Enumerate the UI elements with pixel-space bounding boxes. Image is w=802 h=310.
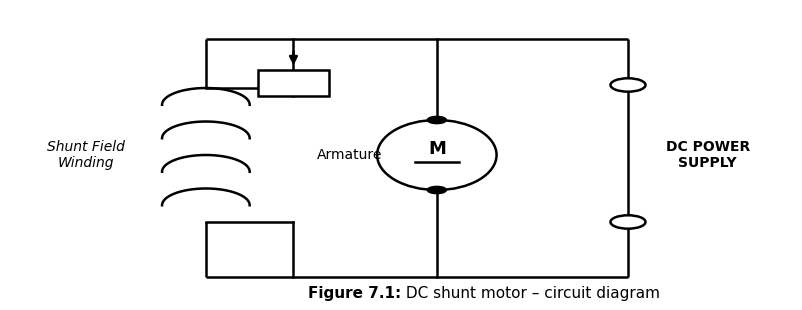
Text: DC shunt motor – circuit diagram: DC shunt motor – circuit diagram bbox=[401, 286, 660, 301]
Text: Figure 7.1:: Figure 7.1: bbox=[308, 286, 401, 301]
Circle shape bbox=[427, 116, 447, 124]
Circle shape bbox=[610, 78, 646, 92]
Circle shape bbox=[610, 215, 646, 229]
Circle shape bbox=[427, 186, 447, 194]
Text: Armature: Armature bbox=[317, 148, 382, 162]
Bar bbox=[257, 70, 330, 95]
Ellipse shape bbox=[377, 120, 496, 190]
Text: Shunt Field
Winding: Shunt Field Winding bbox=[47, 140, 125, 170]
Text: M: M bbox=[428, 140, 446, 158]
Text: DC POWER
SUPPLY: DC POWER SUPPLY bbox=[666, 140, 750, 170]
